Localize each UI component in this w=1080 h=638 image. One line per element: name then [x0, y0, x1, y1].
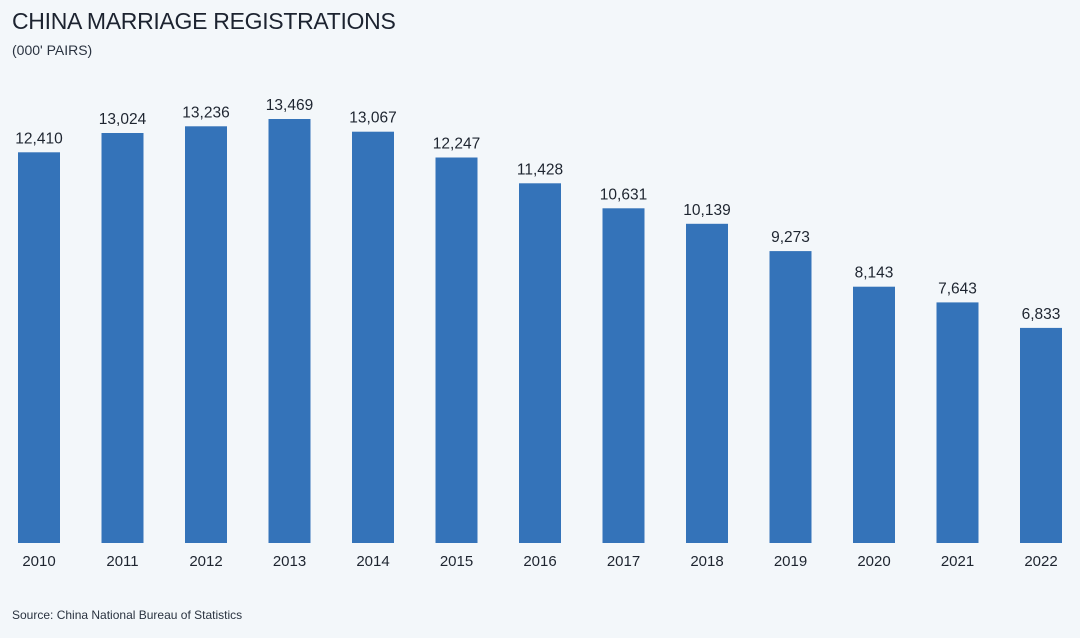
bar-2020: [853, 286, 895, 543]
value-label-2014: 13,067: [349, 110, 396, 127]
value-label-2022: 6,833: [1022, 306, 1061, 323]
bar-2011: [101, 133, 144, 543]
value-label-2017: 10,631: [600, 186, 647, 203]
bar-2015: [435, 157, 478, 543]
bar-2017: [602, 208, 645, 544]
bar-2022: [1020, 327, 1062, 543]
bar-2014: [352, 131, 394, 543]
chart-subtitle: (000' PAIRS): [12, 42, 93, 58]
x-tick-2020: 2020: [857, 553, 890, 570]
value-label-2020: 8,143: [855, 265, 894, 282]
x-tick-2017: 2017: [607, 553, 640, 570]
x-tick-2022: 2022: [1024, 553, 1057, 570]
bar-2019: [769, 251, 812, 543]
x-tick-2011: 2011: [106, 553, 138, 570]
bar-2013: [268, 119, 311, 543]
value-label-2012: 13,236: [182, 104, 229, 121]
x-axis-tick-labels: 2010 2011 2012 2013 2014 2015 2016 2017 2018 2019…: [22, 553, 1057, 570]
x-tick-2016: 2016: [523, 553, 556, 570]
x-tick-2021: 2021: [941, 553, 974, 570]
value-label-2021: 7,643: [938, 280, 977, 297]
bar-2012: [185, 126, 227, 544]
bar-2018: [686, 223, 728, 544]
value-label-2011: 13,024: [99, 111, 147, 128]
x-tick-2015: 2015: [440, 553, 473, 570]
x-tick-2012: 2012: [189, 553, 222, 570]
bar-2016: [519, 183, 561, 544]
value-label-2019: 9,273: [771, 229, 810, 246]
bar-chart: 12,410 13,024 13,236 13,469 13,067 12,247 11,4…: [15, 97, 1062, 570]
chart-title: CHINA MARRIAGE REGISTRATIONS: [12, 8, 396, 34]
value-label-2015: 12,247: [433, 136, 480, 153]
bars-group: [18, 119, 1062, 544]
bar-2010: [18, 152, 60, 544]
value-labels-group: 12,410 13,024 13,236 13,469 13,067 12,247 11,4…: [15, 97, 1060, 323]
x-tick-2010: 2010: [22, 553, 55, 570]
x-tick-2018: 2018: [690, 553, 723, 570]
x-tick-2013: 2013: [273, 553, 306, 570]
value-label-2010: 12,410: [15, 130, 63, 147]
value-label-2018: 10,139: [683, 202, 730, 219]
x-tick-2019: 2019: [774, 553, 807, 570]
value-label-2016: 11,428: [517, 161, 563, 178]
bar-2021: [936, 302, 979, 543]
source-note: Source: China National Bureau of Statist…: [12, 608, 243, 622]
x-tick-2014: 2014: [356, 553, 389, 570]
value-label-2013: 13,469: [266, 97, 313, 114]
